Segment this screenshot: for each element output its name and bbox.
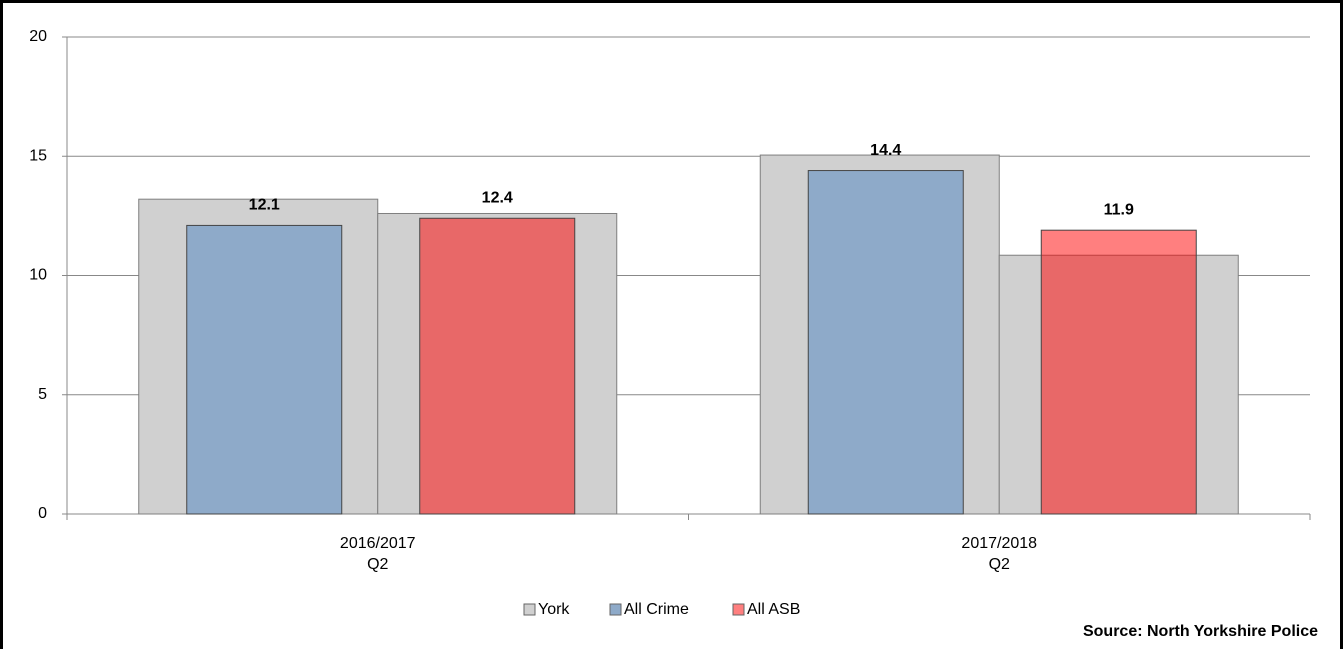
value-label: 12.1	[249, 197, 280, 214]
y-tick-label: 10	[29, 267, 47, 284]
x-tick-label: Q2	[367, 556, 388, 573]
x-tick-label: 2016/2017	[340, 535, 416, 552]
value-label: 14.4	[870, 142, 901, 159]
legend-label: All ASB	[747, 601, 800, 618]
crime-bar	[807, 170, 964, 515]
legend-swatch	[523, 603, 536, 616]
legend-swatch	[609, 603, 622, 616]
y-tick-label: 20	[29, 28, 47, 45]
value-label: 11.9	[1104, 201, 1134, 218]
value-label: 12.4	[482, 189, 513, 206]
legend-label: All Crime	[624, 601, 689, 618]
x-tick-label: Q2	[989, 556, 1010, 573]
legend-swatch	[732, 603, 745, 616]
asb-bar	[1040, 229, 1197, 515]
asb-bar	[419, 217, 576, 515]
y-tick-label: 15	[29, 147, 47, 164]
crime-bar	[186, 224, 343, 515]
y-tick-label: 5	[38, 386, 47, 403]
legend-label: York	[538, 601, 570, 618]
source-note: Source: North Yorkshire Police	[1083, 623, 1318, 640]
y-tick-label: 0	[38, 505, 47, 522]
x-tick-label: 2017/2018	[961, 535, 1037, 552]
